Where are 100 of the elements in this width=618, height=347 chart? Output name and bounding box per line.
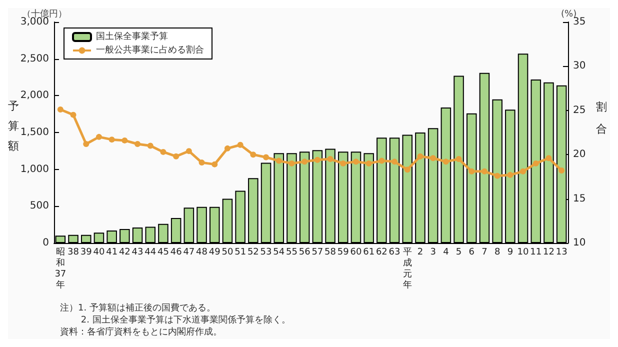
point: [250, 152, 256, 158]
point: [507, 172, 514, 178]
point: [263, 154, 270, 160]
legend-label: 国土保全事業予算: [96, 31, 168, 42]
y2-tick-label: 15: [573, 193, 586, 204]
point: [224, 145, 230, 152]
y-tick-label: 500: [30, 200, 49, 212]
point: [108, 136, 115, 143]
y2-tick-label: 20: [573, 149, 586, 160]
x-tick-label: 60: [350, 248, 362, 258]
x-tick-label: 59: [337, 248, 350, 258]
x-tick-label: 3: [430, 248, 436, 258]
x-tick-label: 54: [273, 248, 285, 258]
point: [302, 158, 308, 165]
x-tick-label: 50: [222, 248, 234, 258]
x-tick-label: 46: [170, 248, 182, 258]
x-tick-label: 11: [530, 248, 542, 258]
point: [442, 158, 449, 165]
x-tick-label: 43: [132, 248, 144, 258]
point: [456, 156, 462, 162]
point: [392, 158, 398, 165]
y2-tick-label: 30: [573, 60, 586, 72]
point: [173, 153, 180, 160]
x-tick-label: 40: [93, 248, 105, 258]
text: 注）1. 予算額は補正後の国費である。: [60, 302, 216, 314]
y-tick-label: 2,500: [20, 53, 49, 64]
point: [198, 160, 205, 166]
y2-tick-label: 35: [573, 16, 586, 28]
point: [276, 158, 282, 164]
x-tick-label: 41: [106, 248, 118, 258]
y-tick-label: 1,000: [20, 164, 49, 175]
x-tick-label: 58: [324, 248, 336, 258]
x-tick-label: 45: [158, 248, 169, 258]
x-tick-label: 12: [543, 248, 554, 258]
x-tick-label: 57: [312, 248, 324, 258]
point: [57, 106, 64, 113]
point: [532, 160, 539, 166]
y-tick-label: 1,500: [20, 127, 49, 138]
point: [83, 140, 90, 147]
point: [70, 112, 76, 118]
x-tick-label: 10: [517, 248, 530, 258]
x-tick-label: 5: [456, 248, 462, 258]
x-tick-label: 13: [556, 248, 568, 258]
point: [134, 140, 141, 147]
text: 資料：各省庁資料をもとに内閣府作成。: [60, 326, 222, 338]
legend-label: 一般公共事業に占める割合: [96, 44, 204, 56]
y-axis-title: 予算額: [8, 100, 19, 152]
point: [468, 168, 475, 174]
point: [520, 168, 526, 174]
x-tick-label: 48: [196, 248, 208, 258]
x-tick-label: 38: [68, 248, 80, 258]
point: [160, 148, 166, 155]
x-tick-label: 平成元年: [402, 248, 412, 290]
x-tick-label: 8: [494, 248, 500, 258]
y2-tick-label: 25: [573, 104, 586, 116]
point: [366, 160, 372, 166]
point: [340, 160, 346, 166]
x-tick-label: 51: [234, 248, 246, 258]
x-tick-label: 39: [80, 248, 92, 258]
x-tick-label: 44: [144, 248, 156, 258]
x-tick-label: 63: [388, 248, 400, 258]
point: [378, 158, 385, 164]
x-tick-label: 7: [482, 248, 488, 258]
x-tick-label: 47: [183, 248, 195, 258]
x-tick-label: 55: [286, 248, 298, 258]
point: [212, 161, 218, 168]
point: [147, 142, 154, 149]
point: [417, 153, 424, 160]
x-tick-label: 4: [443, 248, 450, 258]
y2-axis-title: 割合: [596, 100, 607, 136]
point: [494, 172, 500, 179]
y-tick-label: 0: [42, 238, 49, 248]
x-tick-label: 62: [376, 248, 388, 258]
point: [237, 142, 244, 148]
x-tick-label: 49: [208, 248, 221, 258]
x-tick-label: 53: [260, 248, 272, 258]
x-tick-label: 2: [417, 248, 424, 258]
y-tick-label: 2,000: [20, 90, 49, 102]
x-tick-label: 6: [468, 248, 475, 258]
x-tick-label: 52: [247, 248, 259, 258]
point: [430, 155, 436, 162]
x-tick-label: 56: [298, 248, 311, 258]
y-tick-label: 3,000: [20, 16, 49, 28]
point: [96, 134, 102, 140]
x-tick-label: 42: [118, 248, 130, 258]
point: [122, 137, 128, 144]
point: [327, 156, 334, 162]
point: [404, 166, 410, 173]
x-tick-label: 昭和37年: [54, 246, 66, 290]
point: [352, 158, 359, 165]
y2-tick-label: 10: [573, 238, 586, 248]
text: 2. 国土保全事業予算は下水道事業関係予算を除く。: [60, 314, 290, 326]
point: [186, 148, 192, 154]
point: [481, 168, 488, 174]
x-tick-label: 61: [363, 248, 375, 258]
point: [288, 160, 295, 166]
x-tick-label: 9: [507, 248, 514, 258]
point: [546, 155, 552, 162]
text: (%): [561, 10, 577, 20]
point: [558, 168, 565, 174]
